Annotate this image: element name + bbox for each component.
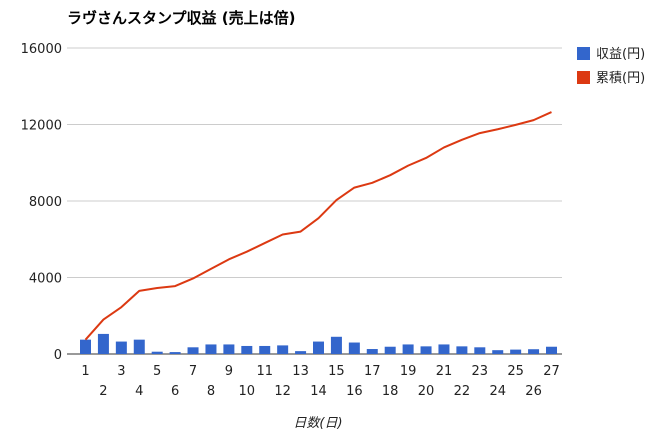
bar-series (80, 333, 557, 354)
x-tick-label: 26 (525, 384, 542, 399)
x-tick-label: 27 (543, 364, 560, 379)
y-tick-label: 16000 (21, 42, 62, 57)
x-axis-ticks: 1234567891011121314151617181920212223242… (81, 364, 559, 399)
bar (402, 344, 414, 354)
x-tick-label: 17 (364, 364, 381, 379)
x-tick-label: 12 (274, 384, 291, 399)
bar (384, 346, 396, 354)
x-axis-label: 日数(日) (293, 416, 342, 431)
bar (456, 346, 468, 354)
legend-swatch (577, 71, 590, 84)
x-tick-label: 20 (418, 384, 435, 399)
x-tick-label: 18 (382, 384, 399, 399)
bar (80, 339, 91, 354)
bar (366, 349, 378, 354)
x-tick-label: 13 (292, 364, 309, 379)
x-tick-label: 14 (310, 384, 327, 399)
bar (295, 351, 307, 354)
bar (528, 349, 540, 354)
legend-swatch (577, 47, 590, 60)
y-tick-label: 8000 (29, 195, 62, 210)
x-tick-label: 9 (225, 364, 233, 379)
x-tick-label: 3 (117, 364, 125, 379)
y-tick-label: 0 (54, 348, 62, 363)
x-tick-label: 23 (472, 364, 489, 379)
bar (546, 346, 557, 354)
x-tick-label: 10 (239, 384, 256, 399)
bar (115, 341, 127, 354)
line-series-path (84, 111, 552, 341)
x-tick-label: 7 (189, 364, 197, 379)
bar (474, 347, 486, 354)
bar (97, 333, 109, 354)
x-tick-label: 24 (489, 384, 506, 399)
bar (420, 346, 432, 354)
line-series (84, 111, 552, 341)
legend-label: 収益(円) (596, 47, 645, 62)
x-tick-label: 1 (81, 364, 89, 379)
bar (492, 350, 504, 354)
bar (330, 336, 342, 354)
x-tick-label: 19 (400, 364, 417, 379)
x-tick-label: 25 (507, 364, 524, 379)
x-tick-label: 16 (346, 384, 363, 399)
x-tick-label: 6 (171, 384, 179, 399)
x-tick-label: 2 (99, 384, 107, 399)
x-tick-label: 5 (153, 364, 161, 379)
x-tick-label: 22 (454, 384, 471, 399)
grid-lines (67, 47, 562, 355)
bar (151, 351, 163, 354)
legend: 収益(円) 累積(円) (577, 47, 645, 86)
y-axis-ticks: 0 4000 8000 12000 16000 (21, 42, 62, 363)
chart-title: ラヴさんスタンプ収益 (売上は倍) (67, 9, 296, 27)
x-tick-label: 15 (328, 364, 345, 379)
x-tick-label: 21 (436, 364, 453, 379)
bar (277, 345, 289, 354)
x-tick-label: 8 (207, 384, 215, 399)
bar (510, 349, 522, 354)
bar (313, 341, 324, 354)
x-tick-label: 11 (256, 364, 273, 379)
y-tick-label: 4000 (29, 272, 62, 287)
bar (348, 342, 360, 354)
bar (205, 344, 217, 354)
bar (133, 339, 145, 354)
bar (438, 344, 450, 354)
legend-label: 累積(円) (596, 71, 645, 86)
bar (187, 347, 199, 354)
bar (169, 352, 181, 354)
bar (241, 345, 253, 354)
bar (259, 345, 271, 354)
x-tick-label: 4 (135, 384, 143, 399)
y-tick-label: 12000 (21, 119, 62, 134)
bar (223, 344, 235, 354)
